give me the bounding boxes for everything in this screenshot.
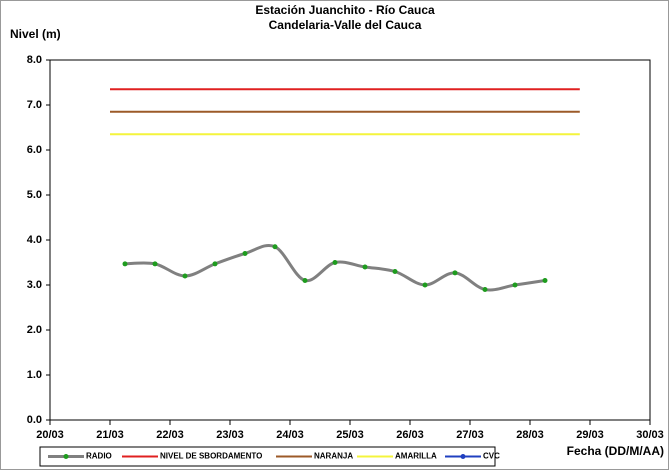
- data-point: [122, 261, 128, 267]
- y-tick-label: 6.0: [27, 144, 42, 156]
- data-point: [542, 278, 548, 283]
- data-point: [242, 251, 248, 256]
- x-tick-label: 23/03: [216, 429, 244, 441]
- legend-label: NIVEL DE SBORDAMENTO: [160, 452, 262, 461]
- legend-label: CVC: [483, 452, 500, 461]
- chart-title: Estación Juanchito - Río Cauca: [255, 3, 435, 17]
- x-axis-title: Fecha (DD/M/AA): [567, 444, 664, 458]
- data-point: [392, 269, 398, 274]
- data-point: [212, 261, 218, 267]
- legend-marker: [63, 454, 69, 459]
- data-point: [302, 278, 308, 283]
- legend-box: [39, 446, 496, 467]
- x-tick-label: 30/03: [636, 429, 664, 441]
- y-tick-label: 7.0: [27, 99, 42, 111]
- x-tick-label: 29/03: [576, 429, 604, 441]
- legend-label: AMARILLA: [395, 452, 437, 461]
- data-point: [422, 282, 428, 288]
- legend-label: NARANJA: [314, 452, 353, 461]
- y-axis-title: Nivel (m): [10, 27, 61, 41]
- data-point: [272, 244, 278, 250]
- x-tick-label: 22/03: [156, 429, 184, 441]
- legend-label: RADIO: [86, 452, 112, 461]
- x-tick-label: 27/03: [456, 429, 484, 441]
- y-tick-label: 4.0: [27, 234, 42, 246]
- data-point: [512, 282, 518, 288]
- x-tick-label: 20/03: [36, 429, 64, 441]
- y-tick-label: 2.0: [27, 324, 42, 336]
- x-tick-label: 24/03: [276, 429, 304, 441]
- data-point: [362, 264, 368, 270]
- data-point: [482, 287, 488, 292]
- chart-subtitle: Candelaria-Valle del Cauca: [269, 18, 422, 32]
- data-point: [152, 261, 158, 267]
- data-point: [182, 273, 188, 279]
- x-tick-label: 28/03: [516, 429, 544, 441]
- y-tick-label: 0.0: [27, 414, 42, 426]
- x-tick-label: 26/03: [396, 429, 424, 441]
- data-point: [332, 260, 338, 265]
- legend-marker: [460, 454, 466, 459]
- x-tick-label: 21/03: [96, 429, 124, 441]
- y-tick-label: 1.0: [27, 369, 42, 381]
- y-tick-label: 8.0: [27, 54, 42, 66]
- y-tick-label: 3.0: [27, 279, 42, 291]
- data-point: [452, 270, 458, 276]
- x-tick-label: 25/03: [336, 429, 364, 441]
- y-tick-label: 5.0: [27, 189, 42, 201]
